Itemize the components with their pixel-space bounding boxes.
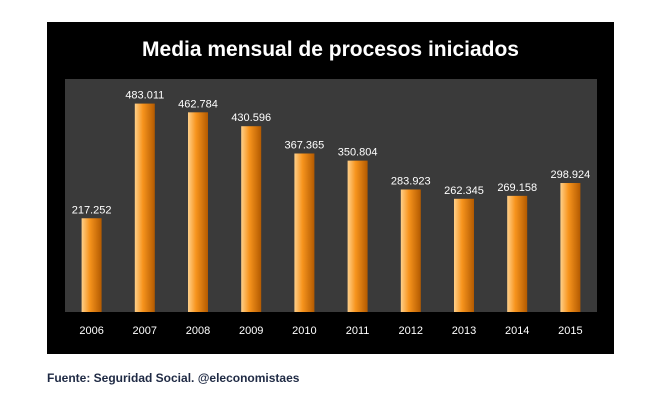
x-tick-label-2012: 2012 bbox=[399, 325, 423, 337]
bar-2007 bbox=[134, 103, 155, 313]
value-label-2009: 430.596 bbox=[231, 112, 271, 124]
value-label-2015: 298.924 bbox=[551, 169, 591, 181]
bar-2008 bbox=[188, 112, 208, 312]
value-label-2012: 283.923 bbox=[391, 175, 431, 187]
bar-2012 bbox=[400, 189, 421, 312]
chart-frame: Media mensual de procesos iniciados 217.… bbox=[47, 22, 614, 354]
x-tick-label-2015: 2015 bbox=[558, 325, 582, 337]
x-tick-label-2009: 2009 bbox=[239, 325, 263, 337]
x-tick-label-2008: 2008 bbox=[186, 325, 210, 337]
x-tick-label-2007: 2007 bbox=[133, 325, 157, 337]
bars-layer bbox=[81, 103, 581, 313]
x-axis-tick-labels: 2006 2007 2008 2009 2010 2011 2012 2013 2014 2015 bbox=[79, 325, 582, 337]
x-tick-label-2006: 2006 bbox=[79, 325, 103, 337]
bar-2014 bbox=[507, 195, 528, 312]
value-label-2013: 262.345 bbox=[444, 185, 484, 197]
value-label-2011: 350.804 bbox=[338, 147, 378, 159]
value-label-2010: 367.365 bbox=[285, 139, 325, 151]
value-label-2008: 462.784 bbox=[178, 98, 218, 110]
value-labels-layer: 217.252 483.011 462.784 430.596 367.365 350.8… bbox=[72, 90, 591, 217]
x-tick-label-2014: 2014 bbox=[505, 325, 529, 337]
bar-2011 bbox=[347, 160, 368, 312]
x-tick-label-2013: 2013 bbox=[452, 325, 476, 337]
x-tick-label-2010: 2010 bbox=[292, 325, 316, 337]
value-label-2006: 217.252 bbox=[72, 204, 112, 216]
value-label-2014: 269.158 bbox=[497, 182, 537, 194]
bar-2010 bbox=[294, 153, 315, 312]
bar-chart: Media mensual de procesos iniciados 217.… bbox=[65, 38, 597, 337]
bar-2006 bbox=[81, 218, 102, 312]
value-label-2007: 483.011 bbox=[125, 90, 164, 102]
chart-title: Media mensual de procesos iniciados bbox=[142, 38, 519, 61]
bar-2013 bbox=[454, 198, 474, 312]
x-tick-label-2011: 2011 bbox=[346, 325, 370, 337]
bar-2009 bbox=[241, 126, 262, 312]
source-note: Fuente: Seguridad Social. @eleconomistae… bbox=[47, 371, 300, 385]
bar-2015 bbox=[560, 183, 581, 312]
